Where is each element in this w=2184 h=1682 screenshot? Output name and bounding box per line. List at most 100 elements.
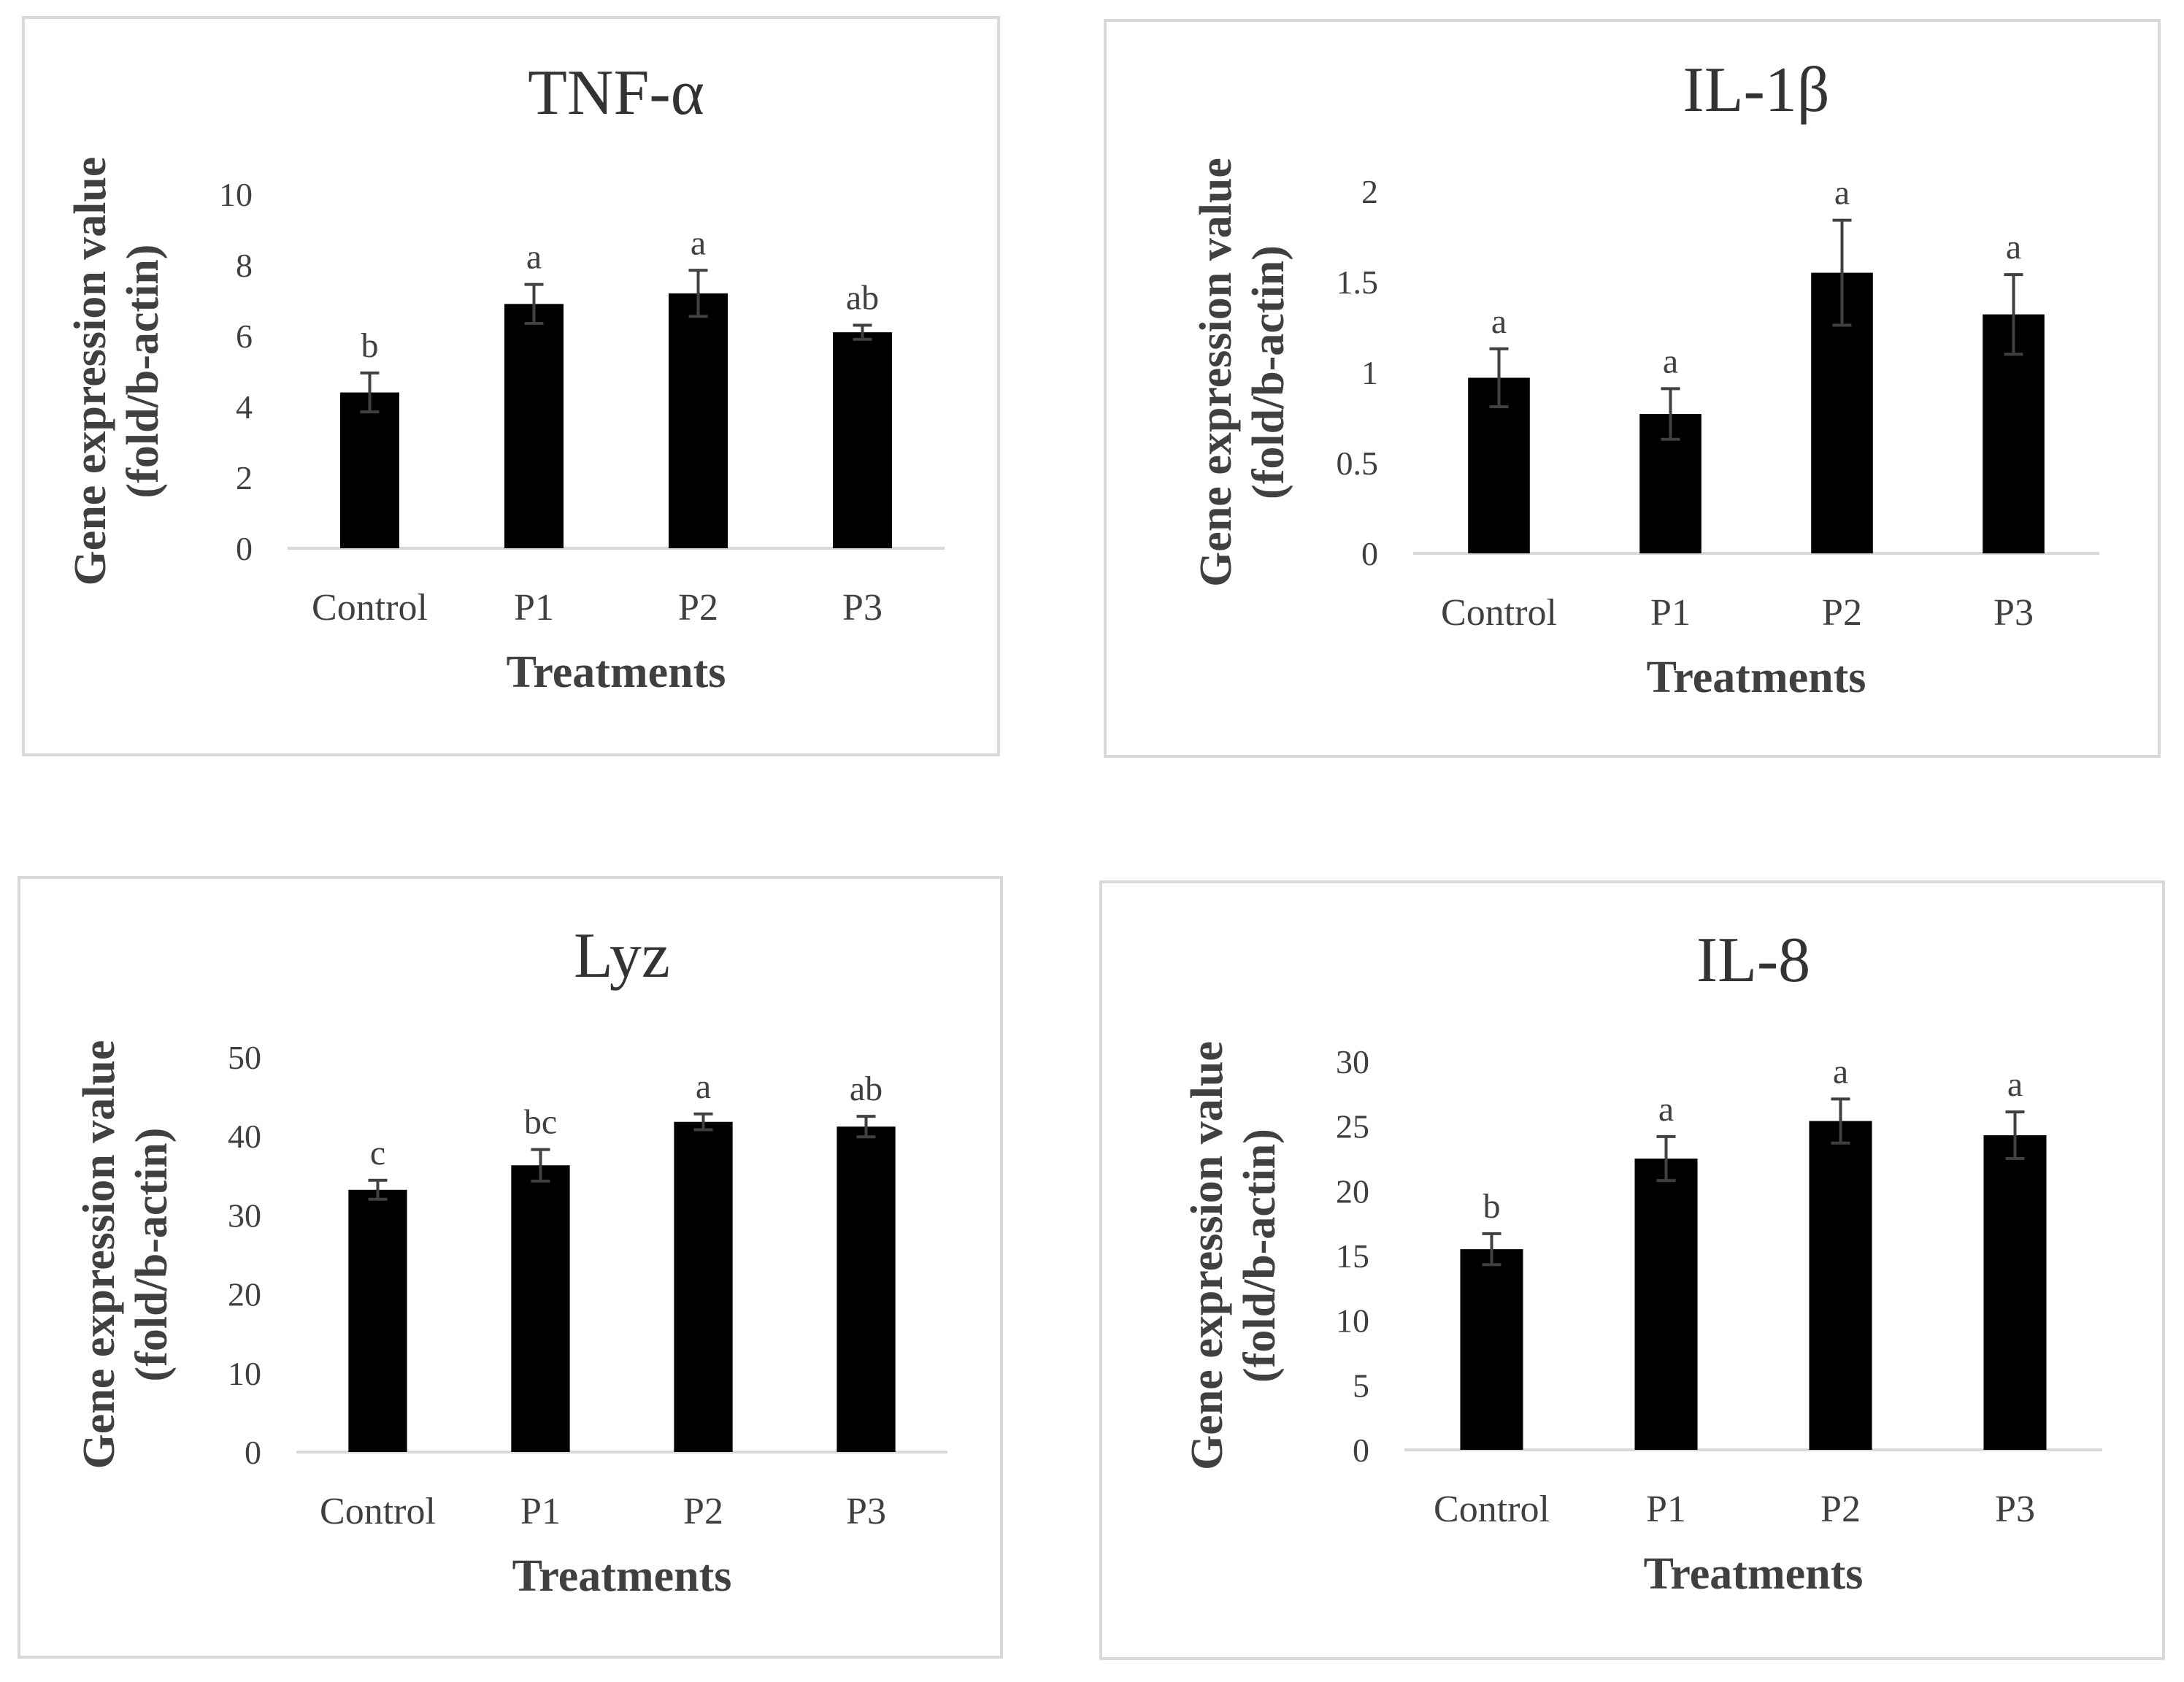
significance-label: a bbox=[691, 223, 706, 262]
y-tick-label: 0.5 bbox=[1337, 445, 1379, 482]
x-category-label: P2 bbox=[1820, 1489, 1861, 1530]
y-axis-title-line-2: (fold/b-actin) bbox=[118, 245, 168, 499]
y-tick-label: 20 bbox=[1336, 1172, 1369, 1210]
significance-label: a bbox=[1491, 302, 1507, 341]
x-category-label: P3 bbox=[1995, 1489, 2035, 1530]
bar-p2 bbox=[669, 293, 728, 548]
chart-title: IL-8 bbox=[1696, 925, 1810, 996]
y-tick-label: 1.5 bbox=[1337, 264, 1379, 301]
chart-svg-tnf-alpha: TNF-α 0 2 4 6 8 10 b Control a P1 a P2 ab P3 Treatments… bbox=[66, 58, 945, 697]
y-axis-title-line-1: Gene expression value bbox=[66, 157, 115, 586]
x-category-label: Control bbox=[1441, 592, 1557, 634]
x-category-label: P1 bbox=[514, 587, 554, 629]
y-tick-label: 8 bbox=[236, 247, 253, 284]
bar-p1 bbox=[1634, 1159, 1698, 1450]
y-tick-label: 0 bbox=[1361, 535, 1378, 572]
significance-label: ab bbox=[846, 278, 879, 317]
y-tick-label: 0 bbox=[236, 530, 253, 567]
chart-svg-lyz: Lyz 0 10 20 30 40 50 c Control bc P1 a P2 ab P3 Treatme… bbox=[74, 921, 947, 1601]
x-axis-title: Treatments bbox=[507, 648, 726, 697]
bar-p2 bbox=[1809, 1121, 1872, 1450]
chart-title: TNF-α bbox=[528, 58, 704, 128]
y-tick-label: 10 bbox=[219, 176, 253, 213]
chart-svg-il-8: IL-8 0 5 10 15 20 25 30 b Control a P1 a P2 a P3 Treatme… bbox=[1183, 925, 2102, 1599]
significance-label: a bbox=[1833, 1052, 1848, 1091]
y-tick-label: 20 bbox=[228, 1276, 261, 1313]
y-tick-label: 25 bbox=[1336, 1108, 1369, 1145]
significance-label: a bbox=[696, 1067, 711, 1106]
significance-label: a bbox=[1658, 1090, 1674, 1129]
bar-p1 bbox=[511, 1165, 570, 1452]
x-category-label: Control bbox=[1434, 1489, 1550, 1530]
y-axis-title-line-2: (fold/b-actin) bbox=[127, 1128, 177, 1382]
error-bar-p1 bbox=[524, 283, 544, 326]
x-category-label: P3 bbox=[846, 1491, 886, 1532]
chart-title: Lyz bbox=[574, 921, 670, 991]
chart-panel-il-8: IL-8 0 5 10 15 20 25 30 b Control a P1 a P2 a P3 Treatme… bbox=[1099, 880, 2165, 1660]
x-category-label: Control bbox=[312, 587, 428, 629]
significance-label: a bbox=[2007, 1065, 2023, 1104]
significance-label: a bbox=[2006, 228, 2021, 266]
y-tick-label: 6 bbox=[236, 318, 253, 355]
y-tick-label: 15 bbox=[1336, 1237, 1369, 1275]
y-tick-label: 40 bbox=[228, 1118, 261, 1155]
x-axis-title: Treatments bbox=[512, 1551, 732, 1601]
x-axis-title: Treatments bbox=[1647, 653, 1866, 702]
y-tick-label: 4 bbox=[236, 388, 253, 426]
significance-label: c bbox=[370, 1134, 385, 1172]
significance-label: b bbox=[1483, 1187, 1501, 1226]
error-bar-p2 bbox=[688, 269, 708, 318]
x-category-label: P1 bbox=[1646, 1489, 1686, 1530]
chart-panel-tnf-alpha: TNF-α 0 2 4 6 8 10 b Control a P1 a P2 ab P3 Treatments… bbox=[22, 16, 1000, 756]
significance-label: a bbox=[1834, 174, 1850, 212]
error-bar-p1 bbox=[1656, 1134, 1676, 1183]
error-bar-control bbox=[1482, 1232, 1502, 1267]
error-bar-p1 bbox=[1661, 387, 1680, 441]
x-category-label: P1 bbox=[1650, 592, 1691, 634]
y-axis-title-line-2: (fold/b-actin) bbox=[1235, 1129, 1285, 1383]
error-bar-p3 bbox=[856, 1115, 876, 1139]
error-bar-p2 bbox=[693, 1112, 713, 1132]
significance-label: ab bbox=[850, 1070, 883, 1108]
chart-panel-il-1beta: IL-1β 0 0.5 1 1.5 2 a Control a P1 a P2 a P3 Treatment… bbox=[1104, 19, 2161, 758]
y-axis-title-line-1: Gene expression value bbox=[1191, 158, 1241, 587]
significance-label: a bbox=[1663, 342, 1678, 380]
error-bar-p2 bbox=[1832, 218, 1852, 327]
error-bar-control bbox=[360, 371, 380, 414]
y-tick-label: 0 bbox=[245, 1434, 261, 1471]
y-axis-title-line-2: (fold/b-actin) bbox=[1244, 245, 1293, 499]
bar-p2 bbox=[674, 1121, 733, 1452]
significance-label: b bbox=[361, 326, 379, 365]
chart-title: IL-1β bbox=[1683, 55, 1829, 126]
bar-control bbox=[340, 392, 399, 548]
y-tick-label: 5 bbox=[1353, 1367, 1369, 1404]
chart-panel-lyz: Lyz 0 10 20 30 40 50 c Control bc P1 a P2 ab P3 Treatme… bbox=[18, 876, 1003, 1659]
x-category-label: P2 bbox=[1822, 592, 1862, 634]
y-tick-label: 10 bbox=[228, 1355, 261, 1392]
y-tick-label: 2 bbox=[236, 459, 253, 496]
y-tick-label: 1 bbox=[1361, 354, 1378, 391]
y-tick-label: 30 bbox=[1336, 1043, 1369, 1080]
error-bar-p2 bbox=[1831, 1097, 1850, 1145]
y-tick-label: 30 bbox=[228, 1197, 261, 1234]
y-tick-label: 10 bbox=[1336, 1302, 1369, 1340]
y-axis-title-line-1: Gene expression value bbox=[74, 1040, 124, 1470]
error-bar-p3 bbox=[2004, 273, 2023, 356]
bar-p3 bbox=[837, 1126, 896, 1452]
x-category-label: P3 bbox=[1993, 592, 2034, 634]
y-tick-label: 0 bbox=[1353, 1432, 1369, 1469]
x-category-label: Control bbox=[320, 1491, 436, 1532]
y-axis-title-line-1: Gene expression value bbox=[1183, 1041, 1232, 1470]
y-tick-label: 2 bbox=[1361, 173, 1378, 210]
x-category-label: P1 bbox=[520, 1491, 561, 1532]
error-bar-control bbox=[368, 1178, 388, 1201]
bar-p3 bbox=[1983, 1135, 2047, 1450]
bar-p1 bbox=[504, 304, 564, 548]
significance-label: bc bbox=[524, 1103, 557, 1142]
error-bar-p1 bbox=[531, 1148, 550, 1183]
chart-svg-il-1beta: IL-1β 0 0.5 1 1.5 2 a Control a P1 a P2 a P3 Treatment… bbox=[1191, 55, 2099, 702]
bar-p3 bbox=[833, 332, 892, 548]
x-category-label: P2 bbox=[683, 1491, 723, 1532]
x-category-label: P3 bbox=[842, 587, 883, 629]
bar-control bbox=[1460, 1249, 1523, 1450]
